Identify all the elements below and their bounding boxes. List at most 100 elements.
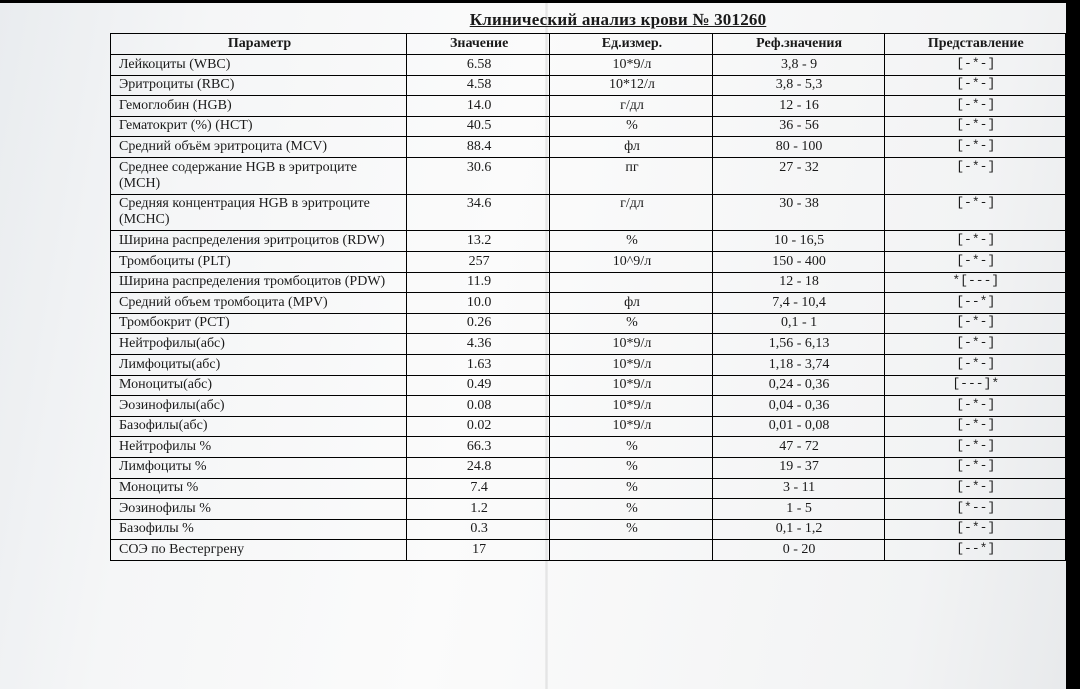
value-cell: 0.02 (407, 416, 550, 437)
reference-cell: 0,24 - 0,36 (712, 375, 884, 396)
parameter-cell: Ширина распределения тромбоцитов (PDW) (111, 272, 407, 293)
parameter-cell: Среднее содержание HGB в эритроците (MCH… (111, 158, 407, 195)
parameter-cell: Тромбокрит (PCT) (111, 313, 407, 334)
reference-cell: 7,4 - 10,4 (712, 293, 884, 314)
representation-cell: [--*] (884, 540, 1065, 561)
unit-cell: 10^9/л (550, 252, 712, 273)
representation-cell: [-*-] (884, 116, 1065, 137)
table-row: Гематокрит (%) (HCT)40.5%36 - 56[-*-] (111, 116, 1066, 137)
unit-cell: % (550, 116, 712, 137)
reference-cell: 0,1 - 1 (712, 313, 884, 334)
lab-results-table: Параметр Значение Ед.измер. Реф.значения… (110, 33, 1066, 561)
col-header-reference: Реф.значения (712, 34, 884, 55)
unit-cell: % (550, 437, 712, 458)
parameter-cell: Средний объем тромбоцита (MPV) (111, 293, 407, 314)
reference-cell: 1,56 - 6,13 (712, 334, 884, 355)
value-cell: 13.2 (407, 231, 550, 252)
value-cell: 6.58 (407, 55, 550, 76)
reference-cell: 27 - 32 (712, 158, 884, 195)
representation-cell: [-*-] (884, 396, 1065, 417)
unit-cell: 10*9/л (550, 355, 712, 376)
table-row: Тромбокрит (PCT)0.26%0,1 - 1[-*-] (111, 313, 1066, 334)
representation-cell: [---]* (884, 375, 1065, 396)
unit-cell: 10*9/л (550, 55, 712, 76)
table-row: Нейтрофилы(абс)4.3610*9/л1,56 - 6,13[-*-… (111, 334, 1066, 355)
parameter-cell: Базофилы % (111, 519, 407, 540)
table-row: Моноциты %7.4%3 - 11[-*-] (111, 478, 1066, 499)
value-cell: 24.8 (407, 457, 550, 478)
parameter-cell: Лимфоциты % (111, 457, 407, 478)
value-cell: 10.0 (407, 293, 550, 314)
table-row: Средний объем тромбоцита (MPV)10.0фл7,4 … (111, 293, 1066, 314)
representation-cell: [-*-] (884, 478, 1065, 499)
unit-cell (550, 540, 712, 561)
representation-cell: [-*-] (884, 313, 1065, 334)
table-row: Ширина распределения тромбоцитов (PDW)11… (111, 272, 1066, 293)
reference-cell: 0 - 20 (712, 540, 884, 561)
unit-cell: г/дл (550, 194, 712, 231)
reference-cell: 0,01 - 0,08 (712, 416, 884, 437)
table-row: Ширина распределения эритроцитов (RDW)13… (111, 231, 1066, 252)
col-header-parameter: Параметр (111, 34, 407, 55)
value-cell: 0.08 (407, 396, 550, 417)
reference-cell: 0,04 - 0,36 (712, 396, 884, 417)
parameter-cell: Лейкоциты (WBC) (111, 55, 407, 76)
value-cell: 66.3 (407, 437, 550, 458)
value-cell: 88.4 (407, 137, 550, 158)
unit-cell: 10*12/л (550, 75, 712, 96)
representation-cell: [-*-] (884, 252, 1065, 273)
reference-cell: 36 - 56 (712, 116, 884, 137)
reference-cell: 30 - 38 (712, 194, 884, 231)
value-cell: 4.36 (407, 334, 550, 355)
representation-cell: [-*-] (884, 355, 1065, 376)
value-cell: 7.4 (407, 478, 550, 499)
reference-cell: 12 - 18 (712, 272, 884, 293)
scan-top-edge (0, 0, 1066, 3)
unit-cell: 10*9/л (550, 396, 712, 417)
table-body: Лейкоциты (WBC)6.5810*9/л3,8 - 9[-*-]Эри… (111, 55, 1066, 561)
reference-cell: 3,8 - 9 (712, 55, 884, 76)
reference-cell: 80 - 100 (712, 137, 884, 158)
table-row: Базофилы %0.3%0,1 - 1,2[-*-] (111, 519, 1066, 540)
table-row: Средняя концентрация HGB в эритроците (M… (111, 194, 1066, 231)
representation-cell: [-*-] (884, 437, 1065, 458)
parameter-cell: Базофилы(абс) (111, 416, 407, 437)
reference-cell: 47 - 72 (712, 437, 884, 458)
representation-cell: [-*-] (884, 55, 1065, 76)
parameter-cell: Тромбоциты (PLT) (111, 252, 407, 273)
representation-cell: [-*-] (884, 334, 1065, 355)
table-row: Эозинофилы(абс)0.0810*9/л0,04 - 0,36[-*-… (111, 396, 1066, 417)
representation-cell: [-*-] (884, 519, 1065, 540)
parameter-cell: Средний объём эритроцита (MCV) (111, 137, 407, 158)
scan-right-edge (1066, 0, 1080, 689)
reference-cell: 10 - 16,5 (712, 231, 884, 252)
value-cell: 0.49 (407, 375, 550, 396)
unit-cell: 10*9/л (550, 334, 712, 355)
col-header-representation: Представление (884, 34, 1065, 55)
unit-cell: % (550, 231, 712, 252)
parameter-cell: СОЭ по Вестергрену (111, 540, 407, 561)
lab-report-page: Клинический анализ крови № 301260 Параме… (0, 0, 1080, 689)
value-cell: 257 (407, 252, 550, 273)
value-cell: 0.26 (407, 313, 550, 334)
table-row: Эритроциты (RBC)4.5810*12/л3,8 - 5,3[-*-… (111, 75, 1066, 96)
value-cell: 0.3 (407, 519, 550, 540)
representation-cell: *[---] (884, 272, 1065, 293)
reference-cell: 3 - 11 (712, 478, 884, 499)
parameter-cell: Моноциты(абс) (111, 375, 407, 396)
value-cell: 17 (407, 540, 550, 561)
report-title: Клинический анализ крови № 301260 (110, 10, 1066, 30)
parameter-cell: Гематокрит (%) (HCT) (111, 116, 407, 137)
unit-cell: % (550, 519, 712, 540)
table-row: Лимфоциты %24.8%19 - 37[-*-] (111, 457, 1066, 478)
unit-cell: % (550, 499, 712, 520)
parameter-cell: Моноциты % (111, 478, 407, 499)
value-cell: 14.0 (407, 96, 550, 117)
value-cell: 1.2 (407, 499, 550, 520)
table-row: Среднее содержание HGB в эритроците (MCH… (111, 158, 1066, 195)
parameter-cell: Эозинофилы(абс) (111, 396, 407, 417)
parameter-cell: Лимфоциты(абс) (111, 355, 407, 376)
table-row: Нейтрофилы %66.3%47 - 72[-*-] (111, 437, 1066, 458)
unit-cell: пг (550, 158, 712, 195)
col-header-unit: Ед.измер. (550, 34, 712, 55)
